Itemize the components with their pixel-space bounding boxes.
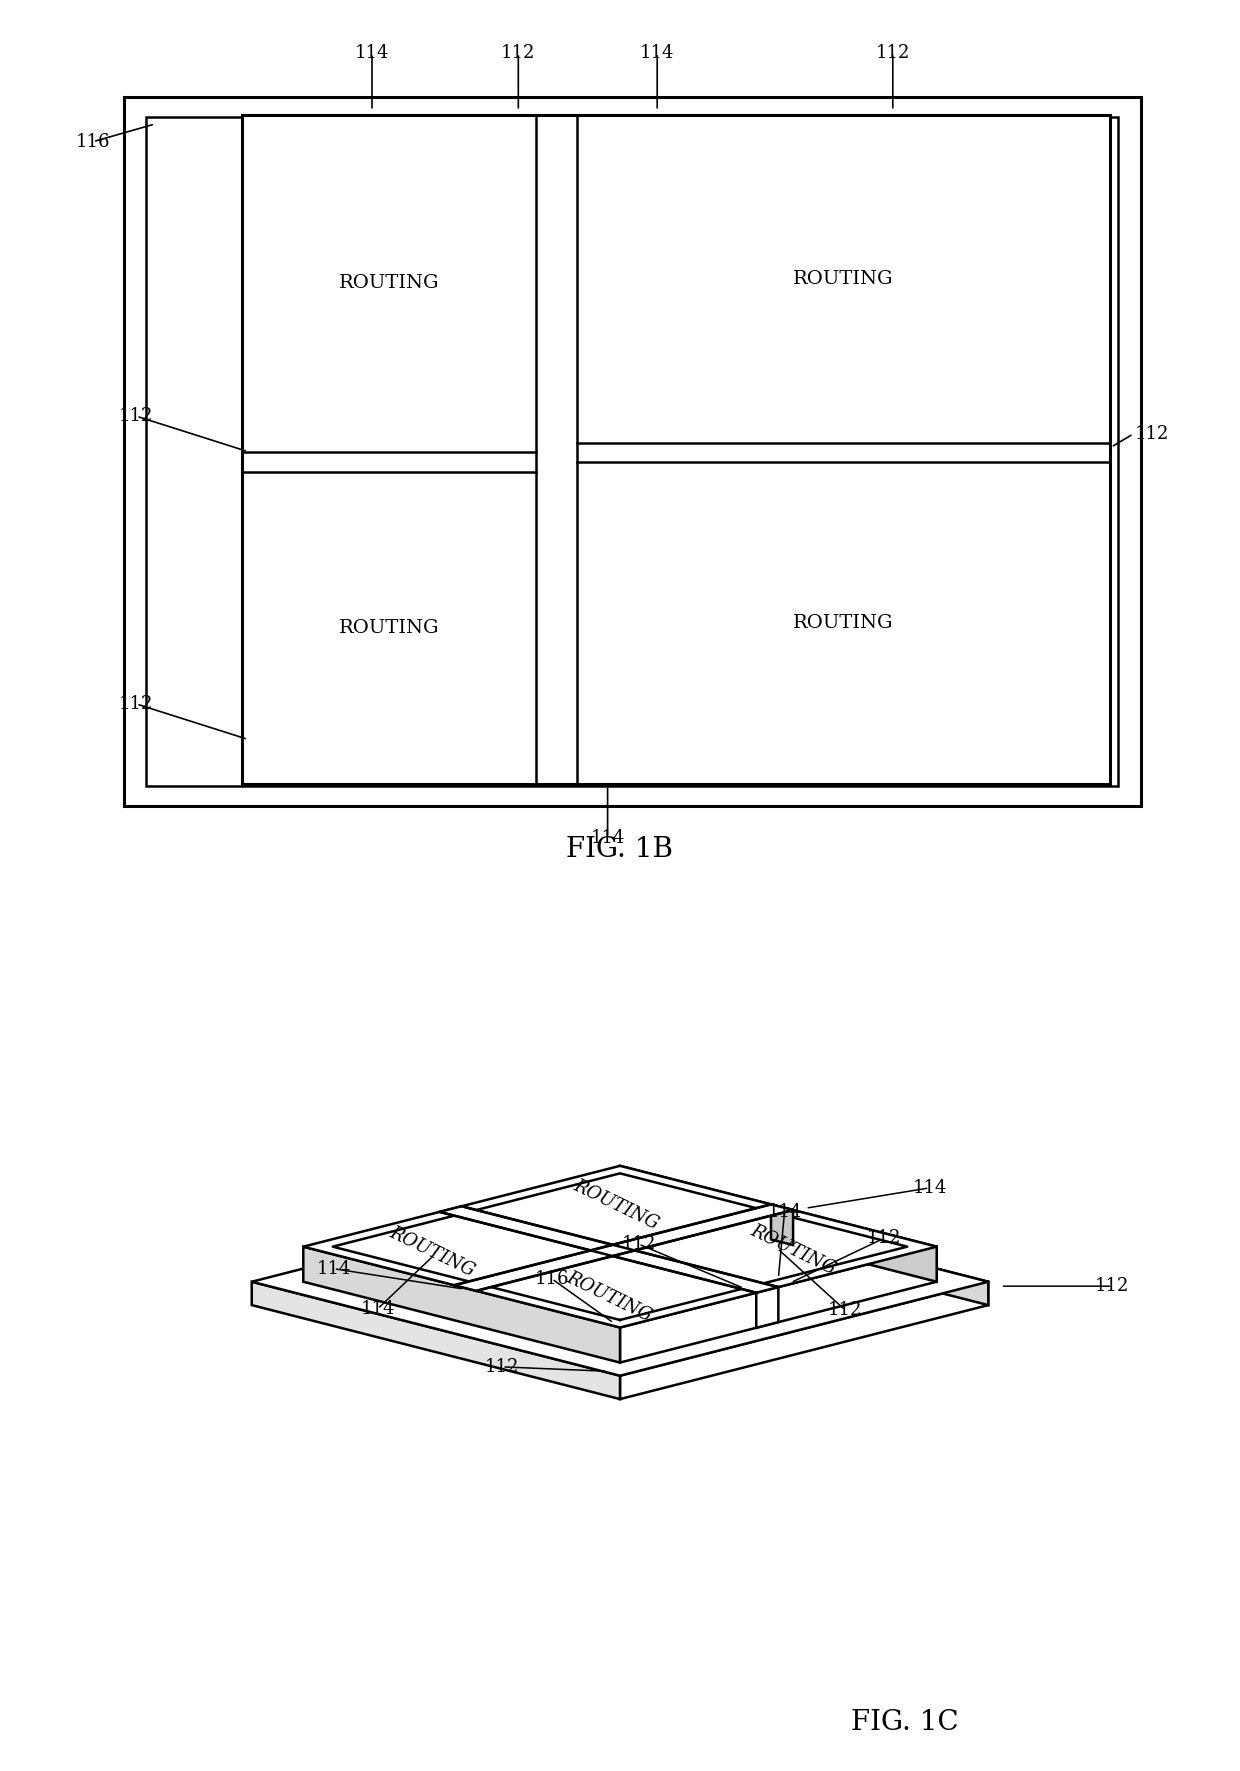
- Text: 112: 112: [119, 694, 154, 714]
- Text: 112: 112: [485, 1358, 520, 1376]
- Text: ROUTING: ROUTING: [563, 1268, 655, 1325]
- Text: ROUTING: ROUTING: [339, 275, 439, 292]
- Text: ROUTING: ROUTING: [792, 269, 894, 289]
- Text: 112: 112: [875, 44, 910, 62]
- Text: 112: 112: [621, 1234, 656, 1254]
- Text: 114: 114: [361, 1300, 394, 1318]
- Polygon shape: [620, 1247, 936, 1362]
- Text: 114: 114: [355, 44, 389, 62]
- Text: 114: 114: [590, 829, 625, 847]
- Text: ROUTING: ROUTING: [570, 1176, 662, 1233]
- Polygon shape: [620, 1165, 936, 1282]
- Text: 112: 112: [1095, 1277, 1130, 1295]
- Bar: [242, 115, 1110, 783]
- Text: 114: 114: [316, 1259, 351, 1277]
- Polygon shape: [756, 1288, 779, 1328]
- Text: 112: 112: [828, 1302, 863, 1319]
- Text: ROUTING: ROUTING: [792, 615, 894, 632]
- Polygon shape: [454, 1204, 794, 1291]
- Text: FIG. 1C: FIG. 1C: [852, 1709, 959, 1736]
- Polygon shape: [771, 1204, 794, 1245]
- Text: ROUTING: ROUTING: [339, 618, 439, 638]
- Text: 114: 114: [913, 1179, 946, 1197]
- Text: 114: 114: [640, 44, 675, 62]
- Text: ROUTING: ROUTING: [387, 1224, 477, 1280]
- Polygon shape: [620, 1282, 988, 1399]
- Text: 116: 116: [534, 1270, 569, 1288]
- Polygon shape: [252, 1282, 620, 1399]
- Text: 116: 116: [76, 133, 110, 151]
- Bar: [146, 117, 1118, 786]
- Polygon shape: [304, 1165, 936, 1328]
- Bar: [124, 97, 1141, 806]
- Text: 112: 112: [501, 44, 536, 62]
- Polygon shape: [620, 1188, 988, 1305]
- Text: 112: 112: [119, 407, 154, 425]
- Text: FIG. 1B: FIG. 1B: [567, 836, 673, 864]
- Text: 112: 112: [1135, 425, 1169, 443]
- Text: 114: 114: [768, 1203, 802, 1220]
- Text: 112: 112: [867, 1229, 901, 1247]
- Polygon shape: [304, 1247, 620, 1362]
- Text: ROUTING: ROUTING: [748, 1220, 838, 1279]
- Polygon shape: [439, 1206, 779, 1293]
- Polygon shape: [252, 1188, 988, 1376]
